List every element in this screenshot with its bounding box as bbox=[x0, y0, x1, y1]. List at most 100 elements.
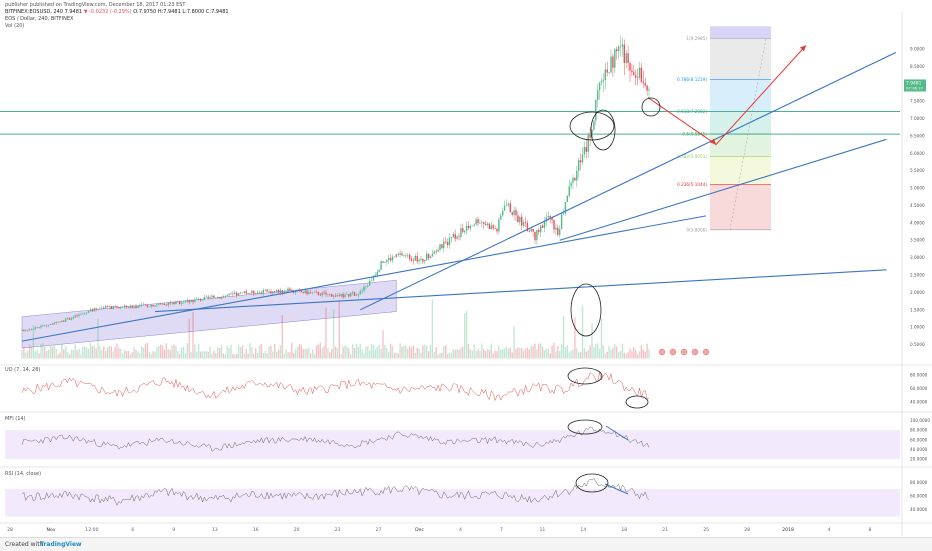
candle-body bbox=[511, 212, 513, 215]
tradingview-logo[interactable]: TradingView bbox=[40, 541, 82, 548]
candle-body bbox=[566, 195, 568, 203]
volume-bar bbox=[329, 352, 331, 359]
volume-bar bbox=[435, 347, 437, 359]
volume-bar bbox=[262, 352, 264, 359]
candle-body bbox=[513, 210, 515, 215]
candle-body bbox=[623, 44, 625, 64]
volume-bar bbox=[640, 344, 643, 359]
candle-body bbox=[351, 292, 354, 294]
candle-body bbox=[203, 297, 206, 300]
candle-body bbox=[635, 75, 637, 78]
volume-bar bbox=[175, 345, 177, 359]
volume-bar bbox=[78, 348, 80, 359]
y-tick-label: 9.0000 bbox=[910, 46, 925, 51]
volume-bar bbox=[234, 354, 236, 359]
candle-body bbox=[593, 120, 595, 130]
volume-bar bbox=[631, 350, 633, 359]
volume-bar bbox=[99, 346, 101, 359]
candle-body bbox=[293, 292, 295, 293]
rsi-label: RSI (14, close) bbox=[5, 471, 42, 477]
volume-bar bbox=[397, 353, 399, 359]
volume-bar bbox=[294, 349, 297, 359]
volume-bar bbox=[363, 353, 365, 359]
candle-body bbox=[315, 291, 318, 293]
candle-body bbox=[141, 304, 143, 306]
volume-bar bbox=[327, 348, 329, 359]
candle-body bbox=[370, 280, 373, 281]
candle-body bbox=[416, 256, 418, 262]
volume-bar bbox=[644, 351, 646, 359]
candle-body bbox=[275, 290, 278, 292]
candle-body bbox=[380, 261, 382, 270]
uo-y-tick: 80.0000 bbox=[910, 372, 928, 377]
volume-bar bbox=[426, 345, 428, 359]
trendline bbox=[21, 215, 707, 342]
volume-bar bbox=[302, 348, 304, 359]
candle-body bbox=[255, 293, 257, 295]
volume-bar bbox=[230, 344, 232, 359]
volume-bar bbox=[648, 349, 650, 359]
volume-bar bbox=[114, 346, 116, 359]
volume-bar bbox=[104, 350, 107, 359]
candle-body bbox=[217, 297, 219, 299]
volume-bar bbox=[133, 347, 135, 359]
volume-bar bbox=[484, 350, 487, 359]
volume-bar bbox=[199, 351, 202, 359]
candle-body bbox=[397, 254, 399, 255]
volume-bar bbox=[253, 354, 255, 359]
candle-body bbox=[68, 318, 71, 320]
symbol-line: BITFINEX:EOSUSD, 240 bbox=[5, 9, 63, 15]
candle-body bbox=[125, 305, 128, 308]
volume-bar bbox=[522, 350, 525, 359]
candle-body bbox=[123, 305, 126, 307]
volume-bar bbox=[367, 346, 369, 359]
volume-bar bbox=[217, 346, 219, 359]
volume-bar bbox=[334, 346, 337, 359]
volume-bar bbox=[454, 349, 456, 359]
candle-body bbox=[399, 253, 401, 255]
volume-bar bbox=[560, 344, 563, 359]
volume-bar bbox=[332, 309, 335, 359]
volume-bar bbox=[260, 343, 263, 359]
candle-body bbox=[551, 217, 553, 221]
volume-bar bbox=[141, 346, 143, 359]
volume-bar bbox=[625, 353, 627, 359]
candle-body bbox=[249, 293, 251, 294]
change-value: ▼ -0.0232 (-0.29%) bbox=[83, 9, 132, 15]
volume-bar bbox=[51, 346, 54, 359]
volume-bar bbox=[236, 353, 238, 359]
trendline bbox=[359, 51, 897, 311]
candle-body bbox=[574, 177, 576, 181]
volume-bar bbox=[182, 346, 185, 359]
candle-body bbox=[420, 258, 422, 260]
volume-bar bbox=[513, 326, 515, 359]
volume-bar bbox=[146, 342, 149, 359]
candle-body bbox=[99, 308, 101, 310]
candle-body bbox=[621, 44, 624, 47]
volume-bar bbox=[220, 345, 223, 359]
candle-body bbox=[76, 315, 78, 317]
volume-bar bbox=[365, 346, 367, 359]
volume-bar bbox=[317, 344, 320, 359]
candle-body bbox=[82, 313, 84, 315]
candle-body bbox=[85, 312, 88, 314]
y-tick-label: 2.5000 bbox=[910, 273, 925, 278]
candle-body bbox=[188, 300, 190, 303]
candle-body bbox=[173, 302, 175, 304]
candle-body bbox=[646, 85, 648, 91]
volume-bar bbox=[545, 348, 548, 359]
volume-bar bbox=[218, 348, 221, 359]
mfi-label: MFI (14) bbox=[5, 416, 26, 422]
candle-body bbox=[642, 81, 644, 84]
volume-bar bbox=[407, 348, 409, 359]
volume-bar bbox=[483, 349, 485, 359]
candle-body bbox=[222, 296, 225, 298]
volume-bar bbox=[201, 351, 204, 359]
volume-bar bbox=[241, 345, 244, 359]
candle-body bbox=[25, 330, 27, 332]
candle-body bbox=[91, 309, 93, 312]
candle-body bbox=[247, 293, 249, 295]
volume-bar bbox=[101, 350, 103, 359]
volume-bar bbox=[431, 299, 434, 359]
